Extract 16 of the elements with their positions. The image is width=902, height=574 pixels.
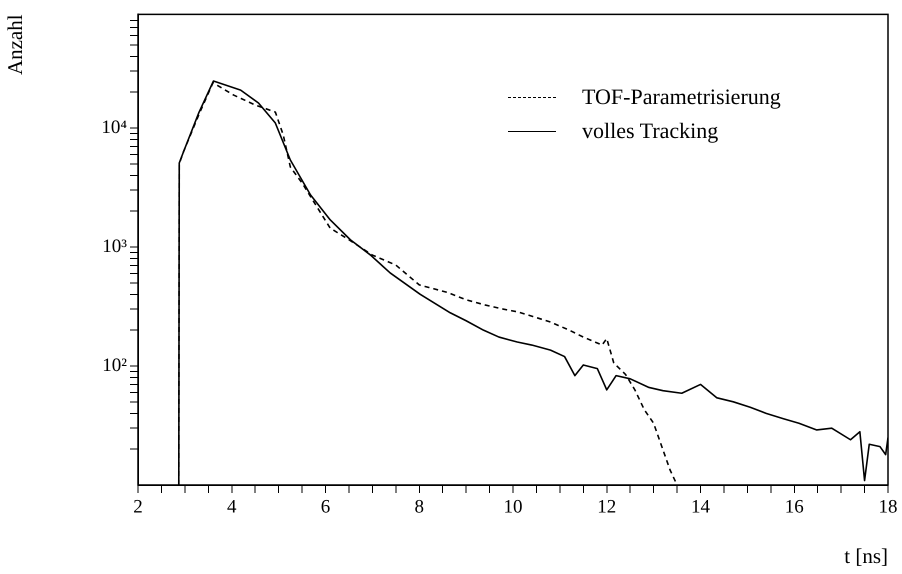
x-tick-label: 6	[320, 496, 330, 518]
x-tick-label: 10	[504, 496, 522, 518]
legend-label: TOF-Parametrisierung	[582, 83, 781, 111]
y-tick-label: 10²	[102, 354, 128, 376]
x-axis-title: t [ns]	[844, 544, 888, 568]
legend-label: volles Tracking	[582, 117, 718, 145]
x-tick-label: 16	[784, 496, 804, 518]
x-tick-label: 8	[414, 496, 424, 518]
x-tick-label: 18	[878, 496, 898, 518]
x-tick-label: 2	[133, 496, 143, 518]
x-tick-label: 14	[691, 496, 710, 518]
y-axis-title: Anzahl	[3, 14, 28, 76]
y-tick-label: 10³	[102, 236, 128, 257]
x-tick-label: 4	[227, 496, 237, 518]
y-tick-label: 10⁴	[101, 116, 128, 138]
x-tick-label: 12	[597, 496, 616, 518]
